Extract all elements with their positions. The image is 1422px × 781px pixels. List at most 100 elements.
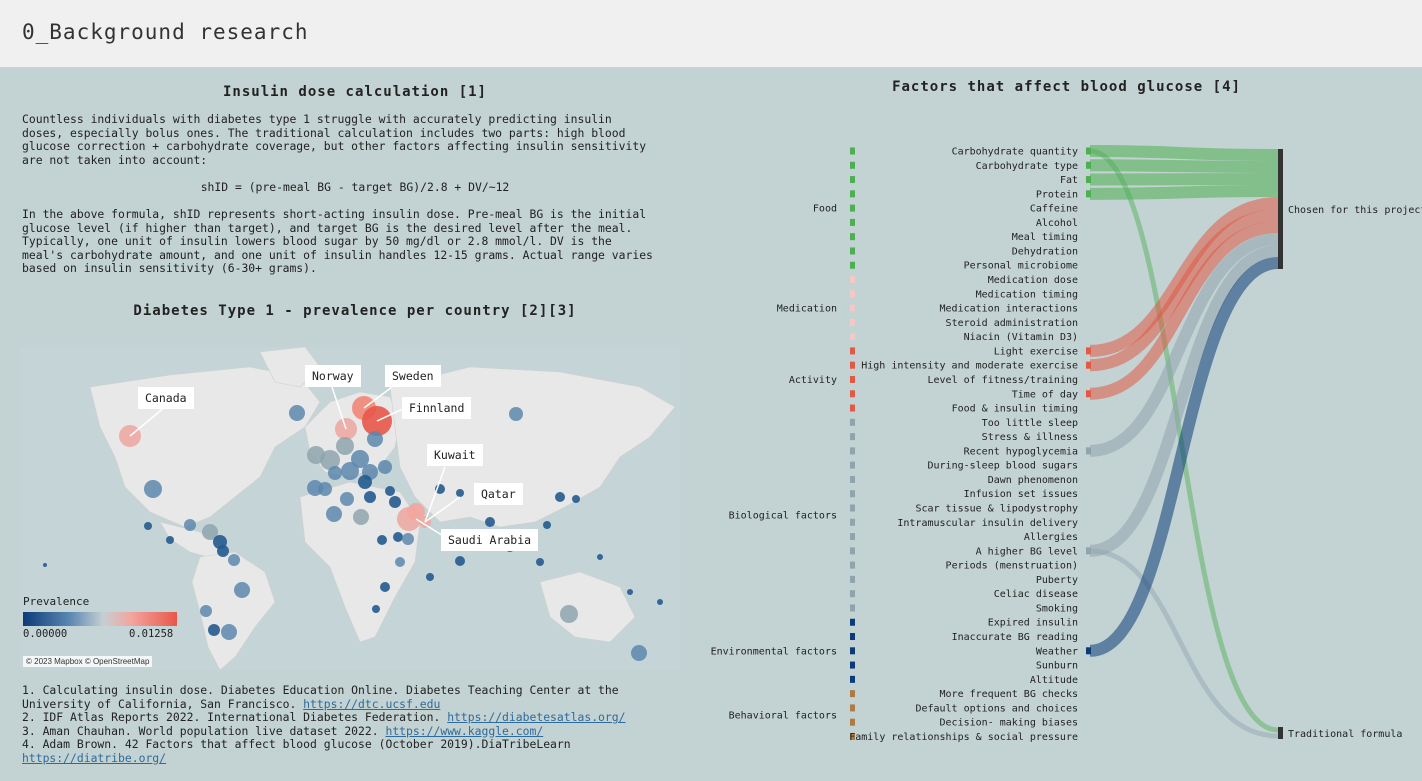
source-node[interactable] <box>1086 447 1091 455</box>
factor-label[interactable]: Smoking <box>1036 603 1078 614</box>
group-marker <box>850 318 855 326</box>
group-marker <box>850 404 855 412</box>
map-attribution[interactable]: © 2023 Mapbox © OpenStreetMap <box>23 656 153 667</box>
group-label: Medication <box>777 304 837 315</box>
factor-label[interactable]: Carbohydrate type <box>976 161 1078 172</box>
factor-label[interactable]: Sunburn <box>1036 661 1078 672</box>
callout-finnland: Finnland <box>402 397 472 419</box>
factor-label[interactable]: Medication timing <box>976 289 1078 300</box>
factor-label[interactable]: Intramuscular insulin delivery <box>897 518 1078 529</box>
factor-label[interactable]: High intensity and moderate exercise <box>861 361 1078 372</box>
callout-saudi-arabia: Saudi Arabia <box>441 529 539 551</box>
factor-label[interactable]: Dawn phenomenon <box>988 475 1078 486</box>
group-marker <box>850 518 855 526</box>
group-marker <box>850 290 855 298</box>
group-marker <box>850 732 855 740</box>
factor-label[interactable]: During-sleep blood sugars <box>927 461 1078 472</box>
reference-link[interactable]: https://diatribe.org/ <box>22 750 167 765</box>
reference-link[interactable]: https://diabetesatlas.org/ <box>447 710 626 724</box>
factor-label[interactable]: Infusion set issues <box>964 489 1078 500</box>
group-marker <box>850 561 855 569</box>
prevalence-map[interactable]: Canada Norway Sweden Finnland Kuwait Qat… <box>20 347 680 670</box>
group-label: Biological factors <box>729 511 837 522</box>
reference-text: 2. IDF Atlas Reports 2022. International… <box>22 710 448 724</box>
factor-label[interactable]: Puberty <box>1036 575 1078 586</box>
factor-label[interactable]: Default options and choices <box>915 703 1078 714</box>
group-marker <box>850 361 855 369</box>
group-marker <box>850 575 855 583</box>
traditional-target-node[interactable] <box>1278 727 1283 739</box>
source-node[interactable] <box>1086 647 1091 655</box>
factor-label[interactable]: Time of day <box>1012 389 1078 400</box>
prevalence-legend: Prevalence 0.00000 0.01258 <box>23 595 183 642</box>
factor-label[interactable]: Dehydration <box>1012 246 1078 257</box>
flow-link-chosen <box>1089 233 1279 457</box>
group-marker <box>850 547 855 555</box>
factor-label[interactable]: A higher BG level <box>976 546 1078 557</box>
factor-label[interactable]: Protein <box>1036 189 1078 200</box>
source-node[interactable] <box>1086 161 1091 169</box>
source-node[interactable] <box>1086 361 1091 369</box>
legend-max: 0.01258 <box>129 628 174 640</box>
factor-label[interactable]: Meal timing <box>1012 232 1078 243</box>
group-marker <box>850 618 855 626</box>
factor-label[interactable]: Expired insulin <box>988 618 1078 629</box>
factor-label[interactable]: Level of fitness/training <box>927 375 1078 386</box>
callout-canada: Canada <box>138 387 194 409</box>
source-node[interactable] <box>1086 147 1091 155</box>
factor-label[interactable]: Allergies <box>1024 532 1078 543</box>
factor-label[interactable]: Celiac disease <box>994 589 1078 600</box>
factor-label[interactable]: Scar tissue & lipodystrophy <box>915 504 1078 515</box>
australia-land <box>539 571 636 643</box>
factor-label[interactable]: Steroid administration <box>946 318 1078 329</box>
group-marker <box>850 233 855 241</box>
chosen-target-node[interactable] <box>1278 149 1283 269</box>
legend-title: Prevalence <box>23 595 90 608</box>
factor-label[interactable]: Altitude <box>1030 675 1078 686</box>
group-marker <box>850 633 855 641</box>
reference-link[interactable]: https://www.kaggle.com/ <box>385 723 544 738</box>
factor-label[interactable]: Weather <box>1036 646 1078 657</box>
source-node[interactable] <box>1086 547 1091 555</box>
factor-label[interactable]: Decision- making biases <box>940 718 1078 729</box>
left-panel: Insulin dose calculation [1] Countless i… <box>0 67 700 781</box>
factor-label[interactable]: Caffeine <box>1030 204 1078 215</box>
factor-label[interactable]: Inaccurate BG reading <box>952 632 1078 643</box>
flow-link-traditional <box>1089 548 1279 739</box>
insulin-paragraph-1: Countless individuals with diabetes type… <box>22 112 647 167</box>
factor-label[interactable]: Carbohydrate quantity <box>952 147 1078 158</box>
factor-label[interactable]: Food & insulin timing <box>952 404 1078 415</box>
source-node[interactable] <box>1086 347 1091 355</box>
legend-min: 0.00000 <box>23 628 68 640</box>
factor-label[interactable]: Light exercise <box>994 346 1078 357</box>
group-marker <box>850 675 855 683</box>
factor-label[interactable]: Niacin (Vitamin D3) <box>964 332 1078 343</box>
factor-label[interactable]: Medication dose <box>988 275 1078 286</box>
dashboard-header: 0_Background research <box>0 0 1422 67</box>
factor-label[interactable]: More frequent BG checks <box>940 689 1078 700</box>
factor-label[interactable]: Too little sleep <box>982 418 1078 429</box>
source-node[interactable] <box>1086 390 1091 398</box>
factor-label[interactable]: Personal microbiome <box>964 261 1078 272</box>
right-panel: Factors that affect blood glucose [4] Ca… <box>700 67 1422 781</box>
group-marker <box>850 147 855 155</box>
factor-label[interactable]: Periods (menstruation) <box>946 561 1078 572</box>
group-marker <box>850 447 855 455</box>
source-node[interactable] <box>1086 176 1091 184</box>
factor-label[interactable]: Alcohol <box>1036 218 1078 229</box>
factor-label[interactable]: Recent hypoglycemia <box>964 446 1078 457</box>
south-america-land <box>191 551 276 670</box>
flow-link-chosen <box>1089 185 1279 200</box>
traditional-target-label: Traditional formula <box>1288 729 1402 740</box>
reference-text: 4. Adam Brown. 42 Factors that affect bl… <box>22 737 571 751</box>
source-node[interactable] <box>1086 190 1091 198</box>
factor-label[interactable]: Family relationships & social pressure <box>849 732 1078 743</box>
group-marker <box>850 690 855 698</box>
group-marker <box>850 718 855 726</box>
factor-label[interactable]: Medication interactions <box>940 304 1078 315</box>
reference-link[interactable]: https://dtc.ucsf.edu <box>303 696 441 711</box>
factor-label[interactable]: Fat <box>1060 175 1078 186</box>
factor-label[interactable]: Stress & illness <box>982 432 1078 443</box>
group-marker <box>850 204 855 212</box>
